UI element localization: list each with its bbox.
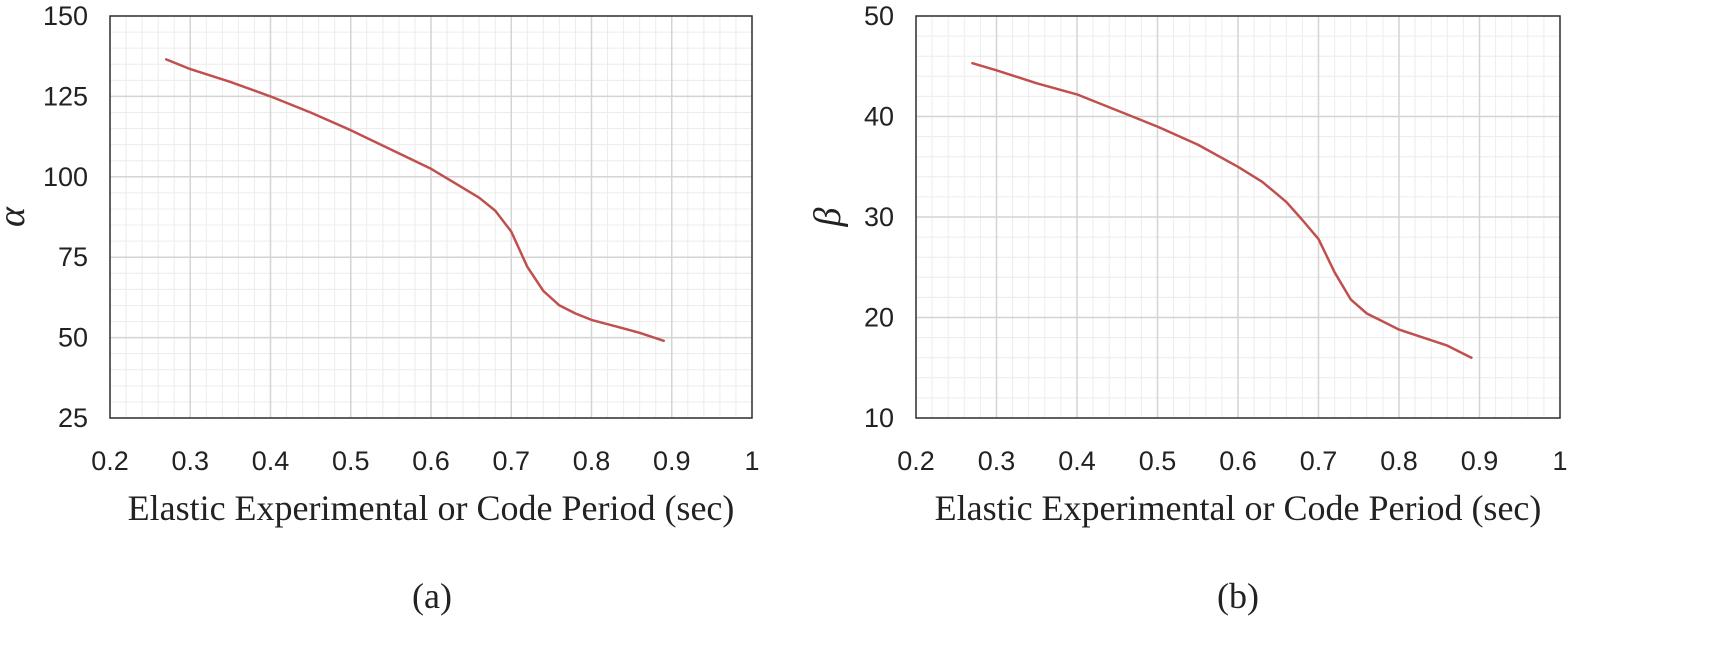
y-tick-label: 10 [864, 403, 894, 433]
x-tick-label: 0.5 [332, 446, 370, 476]
panel-caption: (a) [412, 576, 452, 616]
y-tick-label: 20 [864, 303, 894, 333]
y-axis-label: β [807, 207, 849, 227]
x-axis-title: Elastic Experimental or Code Period (sec… [935, 488, 1542, 528]
x-tick-label: 0.4 [1058, 446, 1096, 476]
x-tick-label: 0.5 [1139, 446, 1177, 476]
y-tick-label: 50 [864, 1, 894, 31]
x-tick-label: 0.7 [1300, 446, 1338, 476]
x-tick-label: 0.4 [252, 446, 290, 476]
plot-frame [109, 15, 753, 419]
plot-frame [915, 15, 1561, 419]
y-tick-label: 150 [43, 1, 88, 31]
x-tick-label: 0.2 [91, 446, 129, 476]
x-tick-label: 0.9 [653, 446, 691, 476]
x-tick-label: 1 [744, 446, 759, 476]
y-tick-label: 30 [864, 202, 894, 232]
x-tick-label: 0.8 [573, 446, 611, 476]
series-line-alpha [164, 58, 665, 343]
chart-panel-a: 0.2 0.3 0.4 0.5 0.6 0.7 0.8 0.9 1255075100125150… [0, 1, 760, 616]
x-tick-label: 0.9 [1461, 446, 1499, 476]
y-tick-label: 50 [58, 323, 88, 353]
x-tick-label: 0.2 [897, 446, 935, 476]
x-tick-label: 1 [1552, 446, 1567, 476]
panel-caption: (b) [1217, 576, 1259, 616]
x-tick-label: 0.3 [978, 446, 1016, 476]
series-line-beta [971, 61, 1473, 359]
y-axis-label: α [0, 206, 33, 227]
x-tick-label: 0.6 [1219, 446, 1257, 476]
y-tick-label: 125 [43, 81, 88, 111]
y-tick-label: 100 [43, 162, 88, 192]
x-tick-label: 0.3 [171, 446, 209, 476]
y-tick-label: 75 [58, 242, 88, 272]
x-tick-label: 0.7 [492, 446, 530, 476]
x-tick-label: 0.6 [412, 446, 450, 476]
x-axis-title: Elastic Experimental or Code Period (sec… [128, 488, 735, 528]
y-tick-label: 40 [864, 102, 894, 132]
y-tick-label: 25 [58, 403, 88, 433]
x-tick-label: 0.8 [1380, 446, 1418, 476]
chart-panel-b: 0.2 0.3 0.4 0.5 0.6 0.7 0.8 0.9 1 10 20 30 40 50 β Elas… [807, 1, 1568, 616]
